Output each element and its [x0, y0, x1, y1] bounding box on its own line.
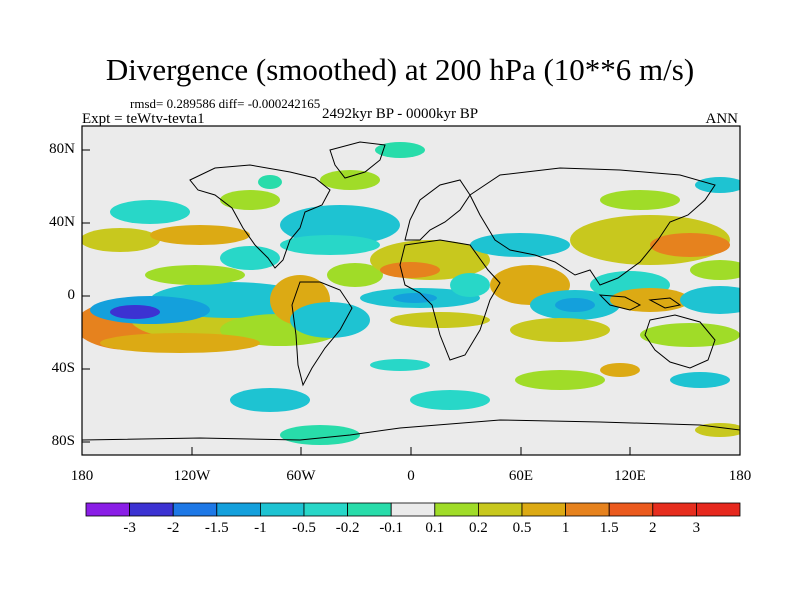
colorbar-label: 1	[561, 520, 570, 536]
colorbar-label: 0.2	[469, 520, 488, 536]
colorbar-label: -2	[166, 520, 180, 536]
x-tick-label: 0	[407, 468, 415, 484]
colorbar-swatch	[85, 502, 130, 517]
colorbar-swatch	[390, 502, 436, 517]
x-tick-label: 180	[728, 468, 752, 484]
colorbar-swatch	[652, 502, 697, 517]
period-label: 2492kyr BP - 0000kyr BP	[322, 106, 479, 122]
axis-ticks	[81, 149, 741, 455]
colorbar-swatch	[434, 502, 479, 517]
colorbar-swatch	[216, 502, 261, 517]
colorbar-swatch	[129, 502, 174, 517]
experiment-label: Expt = teWtv-tevta1	[82, 111, 205, 127]
y-tick-label: 40N	[49, 214, 75, 230]
colorbar-label: 2	[649, 520, 657, 536]
colorbar-label: -0.5	[292, 520, 316, 536]
stats-label: rmsd= 0.289586 diff= -0.000242165	[130, 96, 321, 111]
colorbar-swatch	[347, 502, 392, 517]
colorbar-label: 0.1	[425, 520, 445, 536]
season-label: ANN	[705, 111, 739, 127]
colorbar-swatch	[521, 502, 566, 517]
colorbar-swatch	[259, 502, 305, 517]
x-tick-label: 60W	[286, 468, 316, 484]
x-tick-label: 180	[70, 468, 94, 484]
y-tick-label: 80N	[49, 141, 75, 157]
y-tick-label: 80S	[51, 433, 75, 449]
x-tick-label: 60E	[508, 468, 534, 484]
colorbar-swatch	[696, 502, 741, 517]
y-tick-label: 40S	[51, 360, 75, 376]
colorbar-swatch	[303, 502, 348, 517]
colorbar-label: -3	[123, 520, 136, 536]
colorbar-label: -0.1	[379, 520, 404, 536]
colorbar-label: -1	[254, 520, 267, 536]
map-title: Divergence (smoothed) at 200 hPa (10**6 …	[105, 52, 695, 87]
colorbar-label: 1.5	[599, 520, 619, 536]
colorbar-label: 0.5	[512, 520, 532, 536]
colorbar	[85, 502, 741, 517]
colorbar-swatch	[608, 502, 654, 517]
x-tick-label: 120W	[173, 468, 211, 484]
colorbar-swatch	[565, 502, 610, 517]
colorbar-swatch	[477, 502, 523, 517]
divergence-field	[82, 142, 740, 445]
x-tick-label: 120E	[614, 468, 646, 484]
colorbar-swatch	[172, 502, 218, 517]
colorbar-label: 3	[692, 520, 701, 536]
colorbar-label: -0.2	[335, 520, 360, 536]
colorbar-label: -1.5	[204, 520, 229, 536]
coastlines	[82, 141, 740, 441]
y-tick-label: 0	[67, 287, 76, 303]
